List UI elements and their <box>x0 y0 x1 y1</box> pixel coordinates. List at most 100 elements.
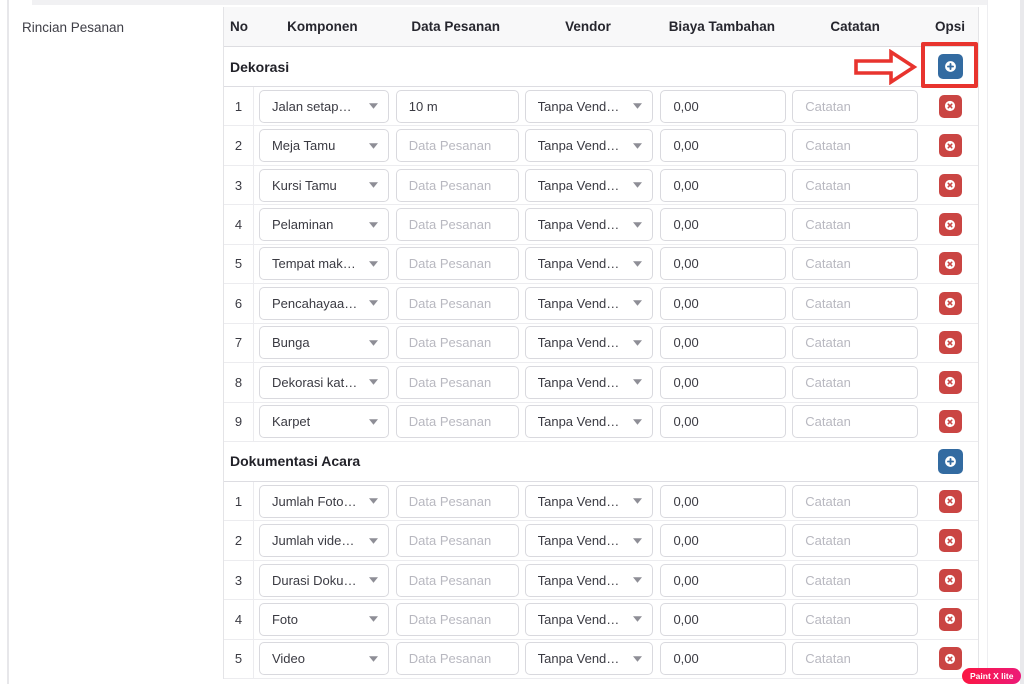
vendor-select[interactable]: Tanpa Vend… <box>524 405 653 439</box>
vendor-select[interactable]: Tanpa Vend… <box>524 602 653 636</box>
vendor-select[interactable]: Tanpa Vend… <box>524 563 653 597</box>
data-pesanan-input[interactable] <box>395 168 519 202</box>
komponen-select-value: Bunga <box>271 335 310 351</box>
vendor-select[interactable]: Tanpa Vend… <box>524 286 653 320</box>
delete-row-button[interactable] <box>938 173 962 197</box>
komponen-select[interactable]: Karpet <box>258 405 389 439</box>
row-number: 1 <box>224 481 254 521</box>
vendor-select-value: Tanpa Vend… <box>537 651 620 667</box>
add-component-button[interactable] <box>937 54 963 79</box>
biaya-tambahan-input[interactable] <box>660 524 787 558</box>
add-component-button[interactable] <box>937 448 963 474</box>
komponen-select[interactable]: Foto <box>258 602 389 636</box>
catatan-input[interactable] <box>792 602 919 636</box>
biaya-tambahan-input[interactable] <box>660 405 787 439</box>
delete-row-button[interactable] <box>938 134 962 158</box>
catatan-input[interactable] <box>792 365 919 399</box>
catatan-input[interactable] <box>792 563 919 597</box>
delete-row-button[interactable] <box>938 568 962 592</box>
catatan-input[interactable] <box>792 286 919 320</box>
vendor-select[interactable]: Tanpa Vend… <box>524 168 653 202</box>
x-circle-icon <box>944 337 956 348</box>
vendor-select[interactable]: Tanpa Vend… <box>524 524 653 558</box>
data-pesanan-input[interactable] <box>395 563 519 597</box>
chevron-down-icon <box>632 498 642 504</box>
delete-row-button[interactable] <box>938 647 962 671</box>
data-pesanan-input[interactable] <box>395 524 519 558</box>
komponen-select-value: Jumlah Foto… <box>271 493 357 509</box>
biaya-tambahan-input[interactable] <box>660 326 787 360</box>
col-header-opsi: Opsi <box>935 19 966 34</box>
komponen-select[interactable]: Kursi Tamu <box>258 168 389 202</box>
data-pesanan-input[interactable] <box>395 286 519 320</box>
biaya-tambahan-input[interactable] <box>660 286 787 320</box>
data-pesanan-input[interactable] <box>395 484 519 518</box>
komponen-select[interactable]: Jumlah vide… <box>258 524 389 558</box>
catatan-input[interactable] <box>792 208 919 242</box>
catatan-input[interactable] <box>792 642 919 676</box>
delete-row-button[interactable] <box>938 529 962 553</box>
komponen-select[interactable]: Video <box>258 642 389 676</box>
biaya-tambahan-input[interactable] <box>660 129 787 163</box>
komponen-select[interactable]: Jalan setap… <box>258 89 389 123</box>
data-pesanan-input[interactable] <box>395 642 519 676</box>
delete-row-button[interactable] <box>938 331 962 355</box>
catatan-input[interactable] <box>792 326 919 360</box>
vendor-select[interactable]: Tanpa Vend… <box>524 247 653 281</box>
delete-row-button[interactable] <box>938 252 962 276</box>
catatan-input[interactable] <box>792 89 919 123</box>
biaya-tambahan-input[interactable] <box>660 208 787 242</box>
catatan-input[interactable] <box>792 247 919 281</box>
vendor-select[interactable]: Tanpa Vend… <box>524 326 653 360</box>
biaya-tambahan-input[interactable] <box>660 365 787 399</box>
chevron-down-icon <box>632 419 642 425</box>
data-pesanan-input[interactable] <box>395 405 519 439</box>
vendor-select[interactable]: Tanpa Vend… <box>524 484 653 518</box>
chevron-down-icon <box>632 379 642 385</box>
komponen-select[interactable]: Durasi Doku… <box>258 563 389 597</box>
delete-row-button[interactable] <box>938 370 962 394</box>
delete-row-button[interactable] <box>938 410 962 434</box>
komponen-select[interactable]: Bunga <box>258 326 389 360</box>
catatan-input[interactable] <box>792 484 919 518</box>
data-pesanan-input[interactable] <box>395 129 519 163</box>
catatan-input[interactable] <box>792 405 919 439</box>
komponen-select[interactable]: Tempat mak… <box>258 247 389 281</box>
biaya-tambahan-input[interactable] <box>660 602 787 636</box>
biaya-tambahan-input[interactable] <box>660 89 787 123</box>
biaya-tambahan-input[interactable] <box>660 563 787 597</box>
catatan-input[interactable] <box>792 129 919 163</box>
data-pesanan-input[interactable] <box>395 365 519 399</box>
data-pesanan-input[interactable] <box>395 208 519 242</box>
catatan-input[interactable] <box>792 168 919 202</box>
data-pesanan-input[interactable] <box>395 89 519 123</box>
komponen-select[interactable]: Jumlah Foto… <box>258 484 389 518</box>
vendor-select[interactable]: Tanpa Vend… <box>524 208 653 242</box>
komponen-select[interactable]: Pencahayaa… <box>258 286 389 320</box>
table-row: 5 Video Tanpa Vend… <box>224 639 978 680</box>
biaya-tambahan-input[interactable] <box>660 642 787 676</box>
data-pesanan-input[interactable] <box>395 602 519 636</box>
komponen-select[interactable]: Pelaminan <box>258 208 389 242</box>
data-pesanan-input[interactable] <box>395 326 519 360</box>
delete-row-button[interactable] <box>938 291 962 315</box>
komponen-select[interactable]: Dekorasi kat… <box>258 365 389 399</box>
vendor-select[interactable]: Tanpa Vend… <box>524 642 653 676</box>
table-row: 5 Tempat mak… Tanpa Vend… <box>224 244 978 285</box>
biaya-tambahan-input[interactable] <box>660 484 787 518</box>
vendor-select[interactable]: Tanpa Vend… <box>524 89 653 123</box>
delete-row-button[interactable] <box>938 94 962 118</box>
komponen-select[interactable]: Meja Tamu <box>258 129 389 163</box>
chevron-down-icon <box>368 340 378 346</box>
biaya-tambahan-input[interactable] <box>660 168 787 202</box>
scrollbar-track[interactable] <box>1020 0 1024 684</box>
delete-row-button[interactable] <box>938 607 962 631</box>
delete-row-button[interactable] <box>938 213 962 237</box>
vendor-select[interactable]: Tanpa Vend… <box>524 365 653 399</box>
chevron-down-icon <box>632 261 642 267</box>
vendor-select[interactable]: Tanpa Vend… <box>524 129 653 163</box>
catatan-input[interactable] <box>792 524 919 558</box>
delete-row-button[interactable] <box>938 489 962 513</box>
biaya-tambahan-input[interactable] <box>660 247 787 281</box>
data-pesanan-input[interactable] <box>395 247 519 281</box>
